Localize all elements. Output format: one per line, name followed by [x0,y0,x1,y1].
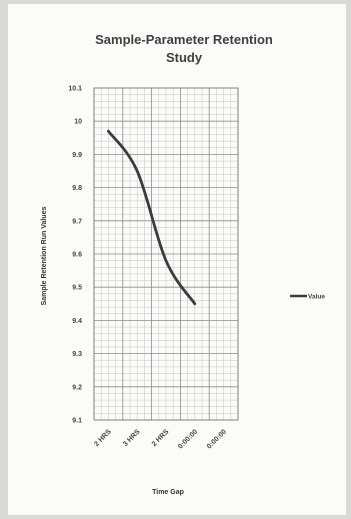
series-group [107,129,197,306]
y-tick-label: 10.1 [68,86,82,93]
y-tick-label: 9.9 [72,152,82,159]
x-tick-label: 0:00:00 [177,428,199,450]
y-tick-label: 9.1 [72,418,82,425]
data-point [107,129,110,133]
y-tick-label: 9.4 [72,318,82,325]
x-tick-label: 0:00:00 [206,428,228,450]
y-tick-label: 9.7 [72,218,82,225]
y-axis-label: Sample Retention Run Values [41,206,48,305]
data-point [136,169,139,173]
y-tick-label: 10 [74,119,82,126]
y-tick-label: 9.5 [72,285,82,292]
y-axis-ticks: 9.1 9.2 9.3 9.4 9.5 9.6 9.7 9.8 9.9 10 10.1 [68,86,82,425]
chart-page: Sample-Parameter Retention Study 9.1 9.2 9… [8,4,346,515]
x-tick-label: 3 HRS [122,428,142,448]
legend-label-value: Value [308,294,325,301]
series-line-value [107,129,197,306]
y-tick-label: 9.2 [72,384,82,391]
x-axis-ticks: 2 HRS 3 HRS 2 HRS 0:00:00 0:00:00 [93,428,228,450]
legend: Value [290,294,325,301]
chart-title-line-2: Study [166,50,203,65]
x-axis-label: Time Gap [152,489,184,496]
plot-area [93,87,239,421]
chart: Sample-Parameter Retention Study 9.19.29… [41,32,325,496]
y-tick-label: 9.8 [72,185,82,192]
y-tick-label: 9.6 [72,252,82,259]
data-point [164,259,168,262]
chart-title-line-1: Sample-Parameter Retention [95,32,273,47]
x-tick-label: 2 HRS [151,428,171,448]
data-point [193,302,196,305]
x-tick-label: 2 HRS [93,428,113,448]
y-tick-label: 9.3 [72,351,82,358]
